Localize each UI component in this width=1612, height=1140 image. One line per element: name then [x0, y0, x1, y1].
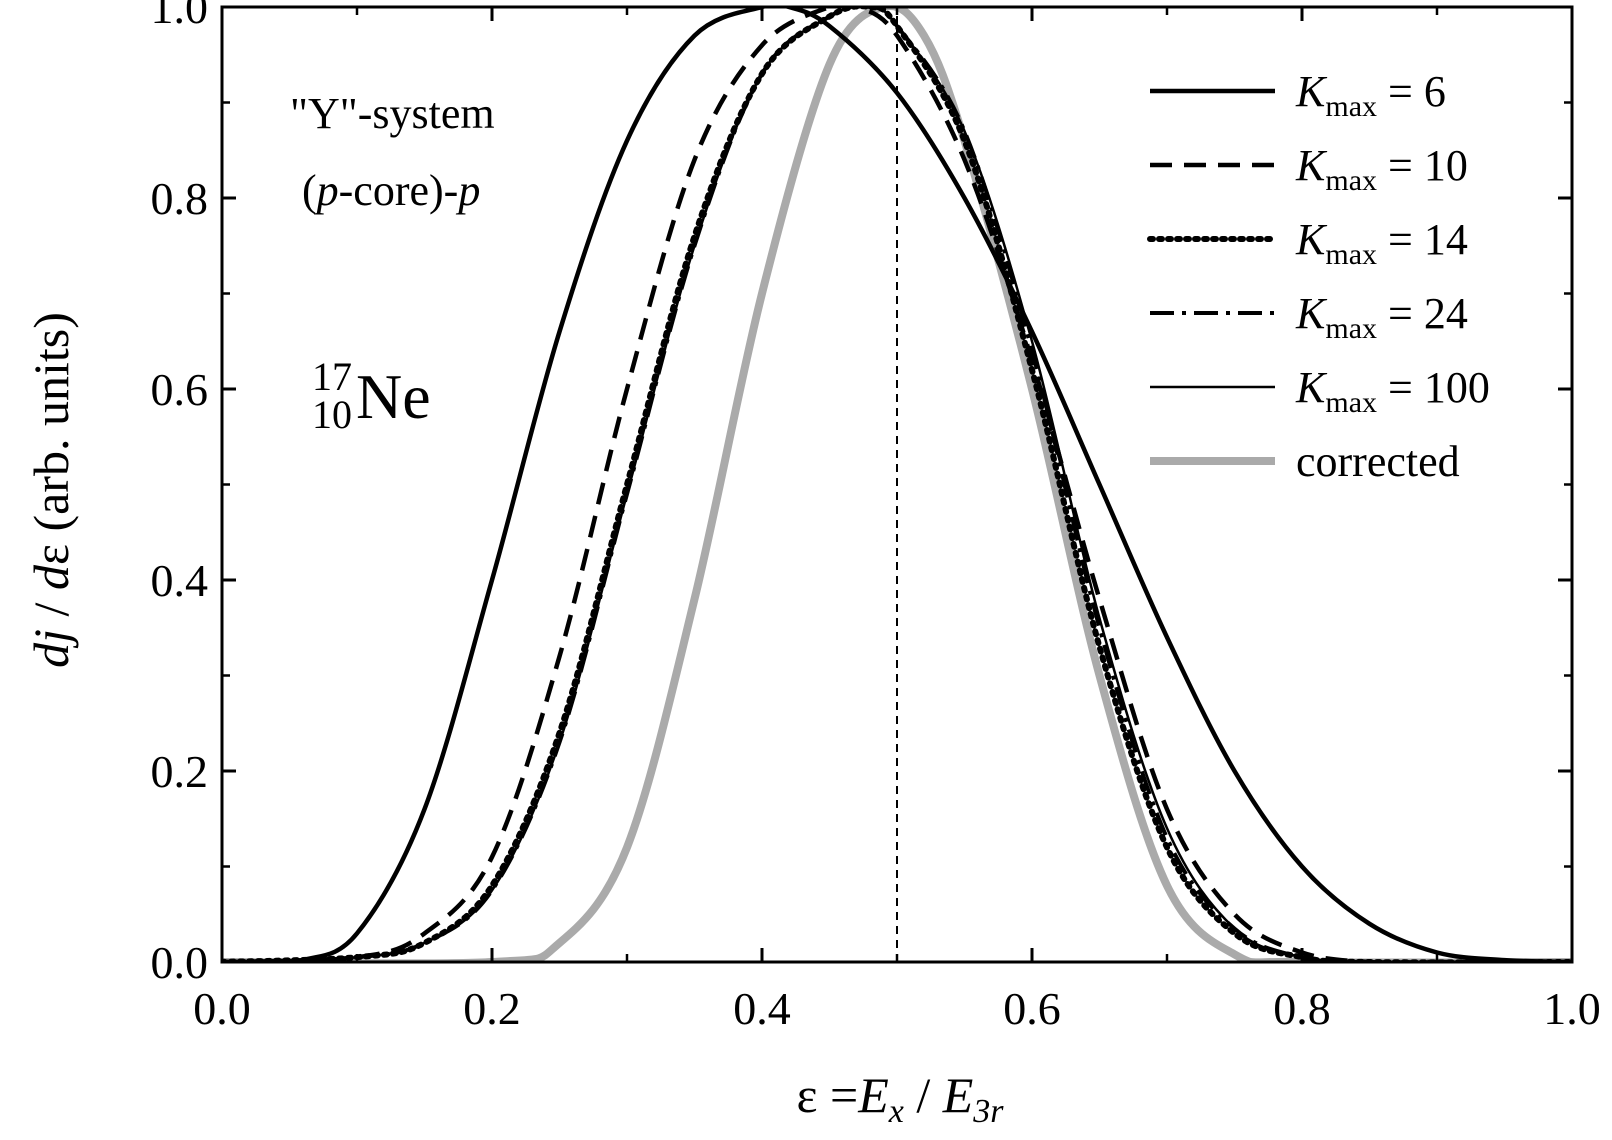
- x-axis: 0.0 0.2 0.4 0.6 0.8 1.0: [193, 7, 1601, 1034]
- y-tick-label: 0.0: [151, 937, 209, 988]
- legend: Kmax = 6 Kmax = 10 Kmax = 14 Kmax = 24 Kmax …: [1147, 67, 1490, 486]
- y-tick-label: 0.6: [151, 364, 209, 415]
- series-line-corrected: [222, 7, 1572, 962]
- x-tick-label: 0.0: [193, 983, 251, 1034]
- y-tick-label: 1.0: [151, 0, 209, 33]
- x-tick-label: 0.2: [463, 983, 521, 1034]
- legend-label: Kmax = 6: [1295, 67, 1446, 123]
- annotation-nucleus-symbol: Ne: [356, 361, 431, 432]
- y-tick-label: 0.2: [151, 746, 209, 797]
- x-tick-label: 1.0: [1543, 983, 1601, 1034]
- annotation-nucleus-z: 10: [312, 392, 352, 437]
- x-tick-label: 0.8: [1273, 983, 1331, 1034]
- legend-label: Kmax = 10: [1295, 141, 1468, 197]
- series-line-k-max-6: [222, 7, 1572, 962]
- legend-label: Kmax = 14: [1295, 215, 1468, 271]
- annotation-system: "Y"-system: [290, 89, 495, 138]
- legend-label: Kmax = 24: [1295, 289, 1468, 345]
- y-tick-label: 0.8: [151, 173, 209, 224]
- x-tick-label: 0.6: [1003, 983, 1061, 1034]
- y-axis-title: dj / dε (arb. units): [23, 312, 79, 668]
- series-line-k-max-10: [222, 7, 1572, 962]
- y-axis: 0.0 0.2 0.4 0.6 0.8 1.0: [151, 0, 1572, 988]
- x-tick-label: 0.4: [733, 983, 791, 1034]
- y-tick-label: 0.4: [151, 555, 209, 606]
- x-axis-title: ε =Ex / E3r: [796, 1067, 1004, 1130]
- legend-label: Kmax = 100: [1295, 363, 1490, 419]
- annotation-nucleus-mass: 17: [312, 354, 352, 399]
- legend-label: corrected: [1296, 437, 1460, 486]
- annotation-configuration: (p-core)-p: [302, 166, 480, 215]
